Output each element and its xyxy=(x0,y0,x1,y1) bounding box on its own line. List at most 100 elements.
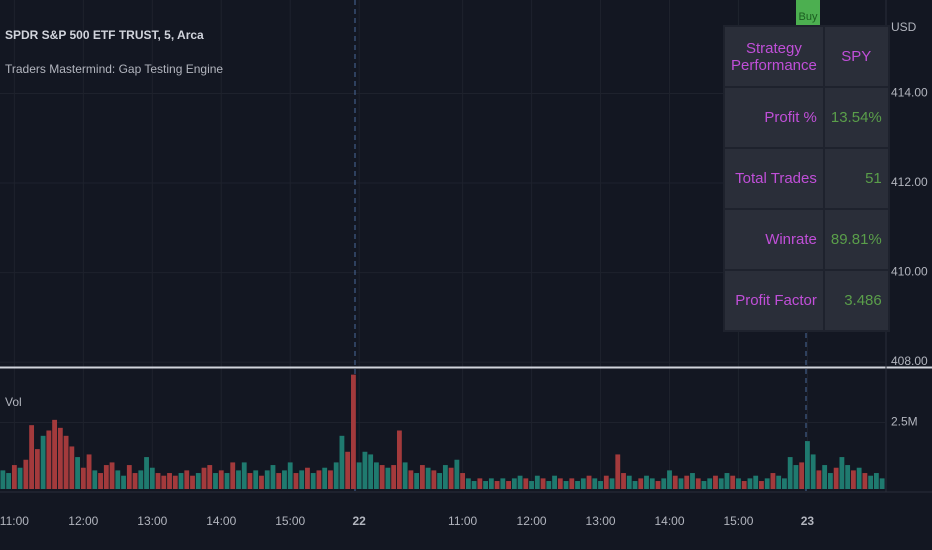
volume-bar xyxy=(396,430,402,489)
volume-bar xyxy=(138,470,144,489)
volume-bar xyxy=(494,481,500,489)
volume-bar xyxy=(690,473,695,489)
volume-bar xyxy=(621,473,626,489)
volume-bar xyxy=(523,478,529,489)
volume-bar xyxy=(86,454,92,489)
volume-bar xyxy=(224,473,230,489)
volume-bar xyxy=(144,457,149,489)
volume-bar xyxy=(69,446,75,489)
volume-bar xyxy=(236,470,241,489)
subtitle: Traders Mastermind: Gap Testing Engine xyxy=(5,62,223,76)
volume-bar xyxy=(121,475,126,489)
volume-bar xyxy=(92,470,98,489)
value-cell: 3.486 xyxy=(824,271,888,330)
volume-bar xyxy=(759,481,764,489)
volume-bar xyxy=(471,481,477,489)
price-unit: USD xyxy=(891,20,917,34)
volume-bar xyxy=(856,467,862,489)
price-tick-label: 408.00 xyxy=(891,354,928,368)
volume-bar xyxy=(98,473,103,489)
volume-bar xyxy=(351,374,356,489)
volume-bar xyxy=(724,473,730,489)
volume-bar xyxy=(167,473,172,489)
volume-bar xyxy=(695,478,701,489)
volume-bar xyxy=(793,465,799,489)
volume-bar xyxy=(644,475,649,489)
label-cell: Total Trades xyxy=(725,149,823,208)
volume-bar xyxy=(213,473,218,489)
volume-bar xyxy=(103,465,109,489)
volume-bar xyxy=(638,478,644,489)
volume-bar xyxy=(529,481,534,489)
price-tick-label: 412.00 xyxy=(891,175,928,189)
volume-bar xyxy=(603,475,609,489)
volume-bar xyxy=(115,470,121,489)
volume-bar xyxy=(6,473,12,489)
volume-bar xyxy=(11,465,17,489)
table-row: Total Trades 51 xyxy=(725,149,888,208)
volume-bar xyxy=(563,481,569,489)
volume-bar xyxy=(609,478,615,489)
volume-bar xyxy=(879,478,885,489)
volume-bar xyxy=(540,478,546,489)
x-tick-label: 12:00 xyxy=(68,514,98,528)
volume-bar xyxy=(678,478,684,489)
volume-bar xyxy=(592,478,598,489)
volume-bar xyxy=(586,475,592,489)
volume-bar xyxy=(782,478,787,489)
volume-bar xyxy=(506,481,512,489)
x-tick-label: 13:00 xyxy=(586,514,616,528)
volume-bar xyxy=(747,478,753,489)
volume-bar xyxy=(40,435,46,489)
volume-bar xyxy=(339,435,345,489)
volume-bar xyxy=(557,478,563,489)
label-cell: Profit % xyxy=(725,88,823,147)
table-row: Profit % 13.54% xyxy=(725,88,888,147)
volume-bar xyxy=(52,419,58,489)
volume-bar xyxy=(655,481,661,489)
volume-label: Vol xyxy=(5,395,22,409)
volume-bar xyxy=(46,430,52,489)
volume-bar xyxy=(753,475,759,489)
volume-bar xyxy=(23,459,29,489)
volume-bar xyxy=(207,465,213,489)
volume-bar xyxy=(149,467,155,489)
volume-bar xyxy=(230,462,236,489)
volume-bar xyxy=(201,467,207,489)
volume-bar xyxy=(379,465,385,489)
volume-bar xyxy=(184,470,190,489)
volume-bar xyxy=(345,451,351,489)
volume-bar xyxy=(333,462,339,489)
volume-bar xyxy=(707,478,713,489)
value-cell: 51 xyxy=(824,149,888,208)
volume-bar xyxy=(247,473,253,489)
value-cell: 13.54% xyxy=(824,88,888,147)
volume-bar xyxy=(299,470,305,489)
volume-bar xyxy=(57,427,63,489)
volume-bar xyxy=(632,481,638,489)
volume-bar xyxy=(850,470,856,489)
volume-bar xyxy=(190,475,195,489)
volume-bar xyxy=(684,475,690,489)
volume-bar xyxy=(270,465,276,489)
volume-bar xyxy=(833,467,839,489)
volume-bar xyxy=(500,478,506,489)
x-tick-label: 22 xyxy=(352,514,366,528)
volume-bar xyxy=(845,465,851,489)
volume-bar xyxy=(276,473,282,489)
volume-bar xyxy=(615,454,621,489)
volume-bar xyxy=(454,459,460,489)
volume-bar xyxy=(218,470,224,489)
volume-bar xyxy=(305,467,310,489)
volume-bar xyxy=(730,475,736,489)
volume-bar xyxy=(718,478,724,489)
x-tick-label: 14:00 xyxy=(654,514,684,528)
volume-bar xyxy=(391,465,397,489)
header-cell: SPY xyxy=(824,27,888,86)
volume-bar xyxy=(282,470,287,489)
x-tick-label: 13:00 xyxy=(137,514,167,528)
volume-bar xyxy=(839,457,845,489)
volume-bar xyxy=(667,470,672,489)
